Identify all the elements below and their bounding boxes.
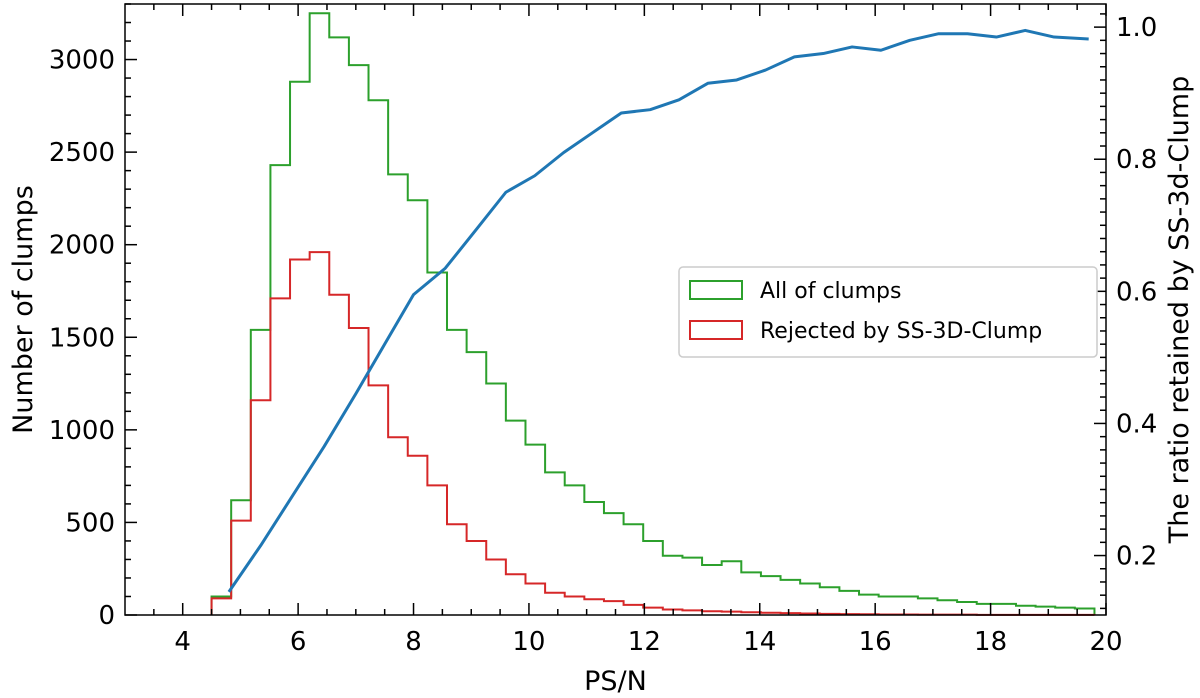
x-tick-label: 8 — [405, 627, 422, 657]
x-tick-label: 6 — [290, 627, 307, 657]
x-axis-label: PS/N — [584, 666, 647, 697]
legend-entry-label: All of clumps — [760, 279, 901, 304]
x-tick-label: 14 — [743, 627, 776, 657]
legend-box — [678, 266, 1098, 358]
x-tick-label: 10 — [512, 627, 545, 657]
y-right-tick-label: 0.6 — [1116, 277, 1157, 307]
x-tick-label: 18 — [974, 627, 1007, 657]
y-right-tick-label: 0.8 — [1116, 145, 1157, 175]
y-right-tick-label: 0.2 — [1116, 542, 1157, 572]
y-left-tick-label: 2000 — [49, 231, 115, 261]
y-left-tick-label: 2500 — [49, 138, 115, 168]
x-tick-label: 12 — [628, 627, 661, 657]
series-ratio-line — [227, 28, 1089, 593]
y-left-axis-label: Number of clumps — [8, 185, 39, 434]
y-right-tick-label: 1.0 — [1116, 13, 1157, 43]
y-left-tick-label: 1500 — [49, 323, 115, 353]
y-left-tick-label: 1000 — [49, 416, 115, 446]
y-left-tick-label: 0 — [98, 601, 115, 631]
y-left-tick-label: 3000 — [49, 46, 115, 76]
legend-entry-label: Rejected by SS-3D-Clump — [760, 319, 1042, 344]
series-all-clumps-step — [210, 12, 1096, 615]
y-right-tick-label: 0.4 — [1116, 409, 1157, 439]
x-tick-label: 4 — [174, 627, 191, 657]
x-tick-label: 16 — [859, 627, 892, 657]
legend-swatch — [689, 320, 743, 340]
legend-swatch — [689, 280, 743, 300]
y-right-axis-label: The ratio retained by SS-3d-Clump — [1164, 76, 1195, 545]
x-tick-label: 20 — [1089, 627, 1122, 657]
y-left-tick-label: 500 — [65, 508, 115, 538]
